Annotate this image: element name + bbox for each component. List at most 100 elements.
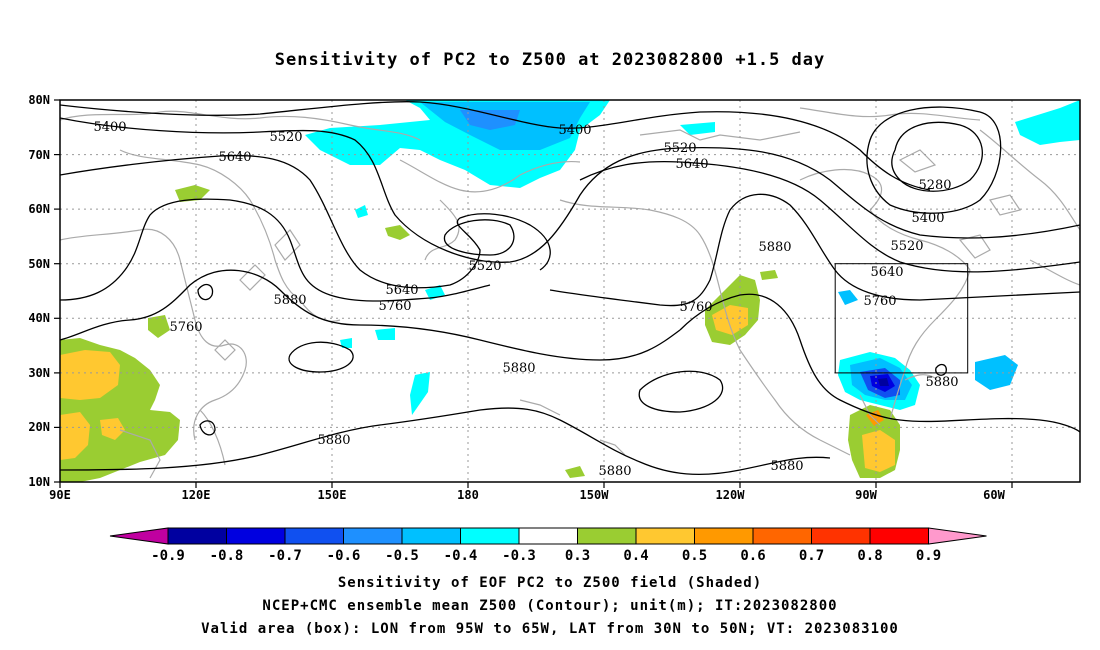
contour-5280-loop [891,121,983,192]
shade-asia-green3 [175,185,210,202]
shade-pac-green [565,466,585,478]
shade-small-1 [355,205,368,218]
contour-label: 5400 [93,120,126,135]
lon-label: 60W [983,488,1005,502]
lat-label: 50N [28,257,50,271]
contour-5760-middle [549,193,1080,307]
colorbar-label: -0.4 [444,548,478,564]
contour-5880-loop2 [197,283,214,301]
contour-label: 5880 [317,433,350,448]
contour-label: 5880 [502,361,535,376]
contour-5520-loop [443,219,515,256]
colorbar-swatch [577,527,637,545]
colorbar-label: -0.8 [210,548,244,564]
contour-5880-box [935,363,947,376]
shade-asia-yellow3 [100,418,125,440]
colorbar-label: -0.6 [327,548,361,564]
colorbar-label: -0.5 [385,548,419,564]
shade-small-4 [410,372,430,415]
shade-small-3 [375,328,395,340]
lat-label: 70N [28,148,50,162]
contour-label: 5880 [770,459,803,474]
colorbar-label: -0.9 [151,548,185,564]
lon-label: 150E [318,488,347,502]
shade-arctic-blue [460,110,520,130]
lon-labels: 90E 120E 150E 180 150W 120W 90W 60W [49,488,1005,502]
shade-asia-yellow1 [60,350,120,400]
contour-5640-north [60,154,551,289]
colorbar-swatch [811,527,871,545]
contour-label: 5760 [863,294,896,309]
colorbar-swatch [460,527,520,545]
contour-5520-north [60,117,1080,263]
colorbar-label: 0.4 [623,548,648,564]
colorbar-label: 0.8 [857,548,882,564]
colorbar: -0.9 -0.8 -0.7 -0.6 -0.5 -0.4 -0.3 0.3 0.4 0.5 0.6… [109,527,987,564]
colorbar-swatch [226,527,286,545]
contour-label: 5400 [911,211,944,226]
colorbar-high-extend [928,527,987,545]
lon-label: 180 [457,488,479,502]
contour-5880-loop1 [288,341,354,373]
shade-us-navy [878,378,889,386]
colorbar-label: 0.6 [740,548,765,564]
shade-asia-green2 [148,315,170,338]
footer-line-2: NCEP+CMC ensemble mean Z500 (Contour); u… [262,598,838,614]
map-title: Sensitivity of PC2 to Z500 at 2023082800… [274,50,826,70]
footer-line-3: Valid area (box): LON from 95W to 65W, L… [201,621,899,637]
contour-label: 5640 [218,150,251,165]
contour-5640-right [579,160,1080,273]
colorbar-label: 0.5 [682,548,707,564]
colorbar-swatch [284,527,344,545]
colorbar-label: -0.3 [502,548,536,564]
colorbar-swatch [694,527,754,545]
colorbar-swatch [635,527,695,545]
colorbar-label: -0.7 [268,548,302,564]
contour-label: 5880 [758,240,791,255]
contour-label: 5760 [378,299,411,314]
lon-label: 90W [855,488,877,502]
tick-marks [54,99,1013,488]
contour-5880-south [60,407,831,476]
contour-label: 5760 [169,320,202,335]
contour-5880-loop4 [638,370,724,413]
colorbar-swatch [167,527,227,545]
colorbar-low-extend [109,527,169,545]
shade-box-cyan [838,290,858,305]
lon-label: 120W [716,488,746,502]
contour-label: 5640 [675,157,708,172]
contour-5760-north [60,198,491,302]
lat-label: 80N [28,93,50,107]
footer-line-1: Sensitivity of EOF PC2 to Z500 field (Sh… [337,575,763,591]
lat-label: 20N [28,420,50,434]
contour-label: 5640 [385,283,418,298]
colorbar-swatch [401,527,461,545]
colorbar-label: 0.9 [916,548,941,564]
contour-5880-east [679,293,1080,433]
contour-label: 5400 [558,123,591,138]
contour-label: 5760 [679,300,712,315]
contour-label: 5640 [870,265,903,280]
shade-wus-small [760,270,778,280]
shade-carib-yellow [862,430,895,472]
shade-small-5 [340,338,352,348]
contour-5400 [60,101,931,191]
lon-label: 120E [182,488,211,502]
colorbar-swatch [343,527,403,545]
contour-labels: 5400 5520 5640 5400 5520 5640 5280 5400 … [93,120,958,479]
shade-arctic-right2 [680,122,715,135]
graticule [60,100,1080,482]
shade-asia-yellow2 [60,412,90,460]
colorbar-swatch [518,527,578,545]
colorbar-label: 0.7 [799,548,824,564]
sensitivity-shading [60,100,1080,482]
coastlines [60,107,1080,479]
contour-label: 5520 [663,141,696,156]
contour-label: 5520 [890,239,923,254]
colorbar-swatch [869,527,929,545]
colorbar-swatch [752,527,812,545]
lon-label: 150W [580,488,610,502]
shade-arctic-right [1015,100,1080,145]
contour-label: 5520 [269,130,302,145]
